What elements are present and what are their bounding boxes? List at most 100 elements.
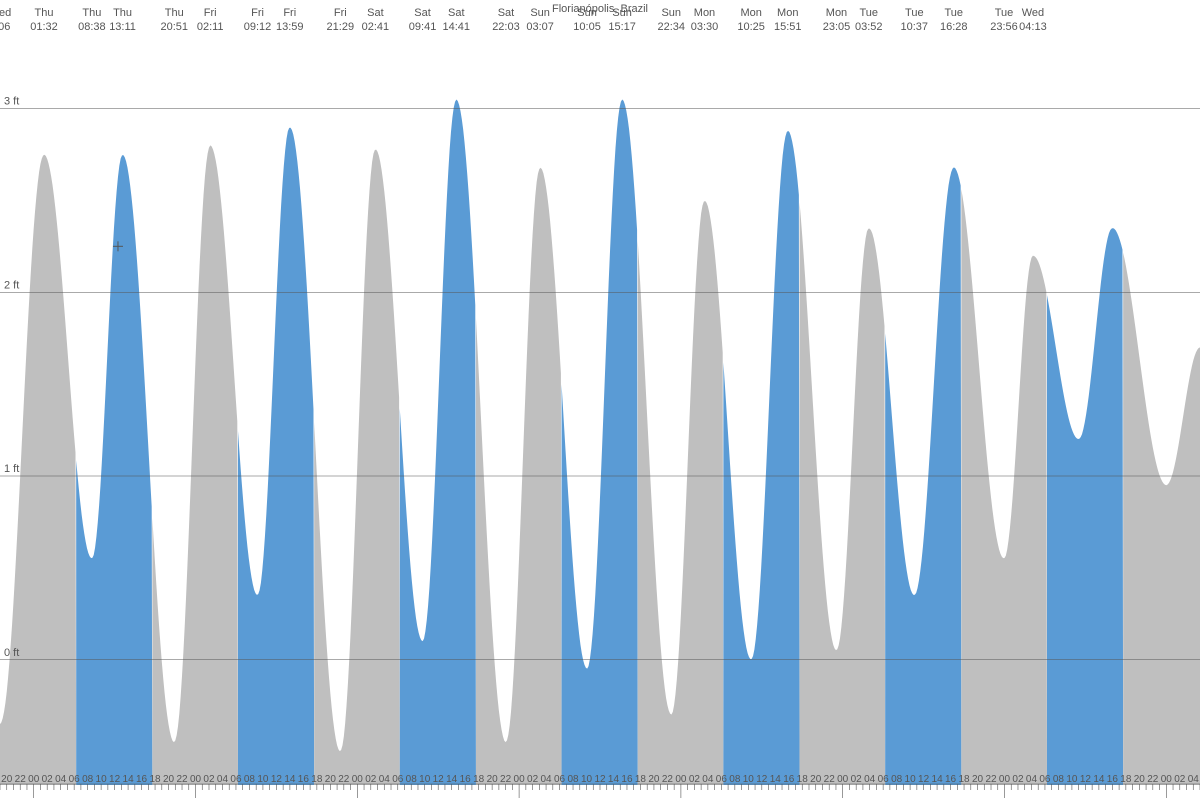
x-axis-label: 02	[365, 774, 377, 785]
x-axis-label: 20	[487, 774, 499, 785]
tide-extreme-day: Tue	[860, 7, 879, 19]
x-axis-label: 04	[702, 774, 714, 785]
x-axis-label: 04	[864, 774, 876, 785]
x-axis-label: 02	[1174, 774, 1186, 785]
tide-extreme-time: 10:05	[573, 21, 601, 33]
x-axis-label: 12	[1080, 774, 1092, 785]
x-axis-label: 14	[770, 774, 782, 785]
x-axis-label: 02	[851, 774, 863, 785]
x-axis-label: 16	[783, 774, 795, 785]
x-axis-label: 04	[379, 774, 391, 785]
tide-extreme-time: 23:56	[990, 21, 1018, 33]
x-axis-label: 18	[311, 774, 323, 785]
tide-extreme-day: Tue	[944, 7, 963, 19]
x-axis-label: 02	[1012, 774, 1024, 785]
tide-extreme-time: 15:17	[608, 21, 636, 33]
y-axis-label: 1 ft	[4, 463, 19, 475]
x-axis-label: 22	[1147, 774, 1159, 785]
x-axis-label: 08	[1053, 774, 1065, 785]
tide-extreme-time: 03:07	[526, 21, 554, 33]
x-axis-label: 18	[797, 774, 809, 785]
tide-extreme-day: Sun	[530, 7, 550, 19]
x-axis-label: 20	[163, 774, 175, 785]
tide-extreme-time: 21:29	[327, 21, 355, 33]
x-axis-label: 12	[109, 774, 121, 785]
x-axis-label: 10	[257, 774, 269, 785]
tide-extreme-time: 13:11	[109, 21, 136, 33]
tide-chart-svg: 0 ft1 ft2 ft3 ft202200020406081012141618…	[0, 0, 1200, 800]
tide-extreme-day: Fri	[334, 7, 347, 19]
x-axis-label: 00	[28, 774, 40, 785]
x-axis-label: 08	[406, 774, 418, 785]
chart-title: Florianópolis, Brazil	[552, 3, 648, 15]
tide-extreme-time: 22:03	[492, 21, 520, 33]
x-axis-label: 22	[15, 774, 27, 785]
x-axis-label: 12	[918, 774, 930, 785]
x-axis-label: 14	[932, 774, 944, 785]
x-axis-label: 02	[527, 774, 539, 785]
tide-extreme-time: 03:30	[691, 21, 719, 33]
tide-extreme-time: 02:41	[362, 21, 390, 33]
x-axis-label: 08	[891, 774, 903, 785]
x-axis-label: 22	[338, 774, 350, 785]
x-axis-label: 18	[473, 774, 485, 785]
x-axis-label: 04	[1026, 774, 1038, 785]
x-axis-label: 22	[824, 774, 836, 785]
x-axis-label: 06	[554, 774, 566, 785]
x-axis-label: 16	[298, 774, 310, 785]
x-axis-label: 14	[1093, 774, 1105, 785]
x-axis-label: 18	[958, 774, 970, 785]
x-axis-label: 16	[945, 774, 957, 785]
x-axis-label: 08	[82, 774, 94, 785]
x-axis-label: 00	[514, 774, 526, 785]
tide-extreme-day: Mon	[694, 7, 715, 19]
tide-extreme-day: Sat	[367, 7, 384, 19]
x-axis-label: 00	[999, 774, 1011, 785]
x-axis-label: 16	[621, 774, 633, 785]
tide-extreme-day: Tue	[995, 7, 1014, 19]
x-axis-label: 08	[244, 774, 256, 785]
x-axis-label: 12	[271, 774, 283, 785]
x-axis-label: 10	[96, 774, 108, 785]
x-axis-label: 12	[594, 774, 606, 785]
x-axis-label: 06	[69, 774, 81, 785]
y-axis-label: 0 ft	[4, 647, 19, 659]
tide-extreme-day: Sat	[448, 7, 465, 19]
x-axis-label: 12	[756, 774, 768, 785]
x-axis-label: 06	[716, 774, 728, 785]
tide-extreme-time: 13:59	[276, 21, 304, 33]
tide-extreme-time: 22:34	[657, 21, 685, 33]
tide-extreme-time: 16:28	[940, 21, 968, 33]
tide-extreme-day: Sat	[414, 7, 431, 19]
x-axis-label: 04	[55, 774, 67, 785]
x-axis-label: 20	[1, 774, 13, 785]
tide-extreme-time: 15:51	[774, 21, 802, 33]
x-axis-label: 18	[1120, 774, 1132, 785]
x-axis-label: 08	[729, 774, 741, 785]
tide-extreme-time: 01:32	[30, 21, 58, 33]
x-axis-label: 16	[136, 774, 148, 785]
tide-extreme-day: Fri	[283, 7, 296, 19]
tide-extreme-day: Wed	[0, 7, 11, 19]
x-axis-label: 06	[1039, 774, 1051, 785]
tide-extreme-day: Mon	[740, 7, 761, 19]
x-axis-label: 06	[230, 774, 242, 785]
x-axis-label: 10	[905, 774, 917, 785]
x-axis-label: 02	[203, 774, 215, 785]
x-axis-label: 20	[325, 774, 337, 785]
y-axis-label: 3 ft	[4, 96, 19, 108]
x-axis-label: 04	[1188, 774, 1200, 785]
tide-extreme-time: 10:37	[901, 21, 929, 33]
x-axis-label: 10	[743, 774, 755, 785]
x-axis-label: 02	[42, 774, 54, 785]
tide-extreme-day: Wed	[1022, 7, 1044, 19]
x-axis-label: 14	[284, 774, 296, 785]
x-axis-label: 06	[878, 774, 890, 785]
tide-extreme-day: Sun	[661, 7, 681, 19]
x-axis-label: 22	[985, 774, 997, 785]
x-axis-label: 22	[662, 774, 674, 785]
tide-extreme-time: 09:41	[409, 21, 437, 33]
x-axis-label: 04	[541, 774, 553, 785]
x-axis-label: 14	[608, 774, 620, 785]
x-axis-label: 20	[648, 774, 660, 785]
